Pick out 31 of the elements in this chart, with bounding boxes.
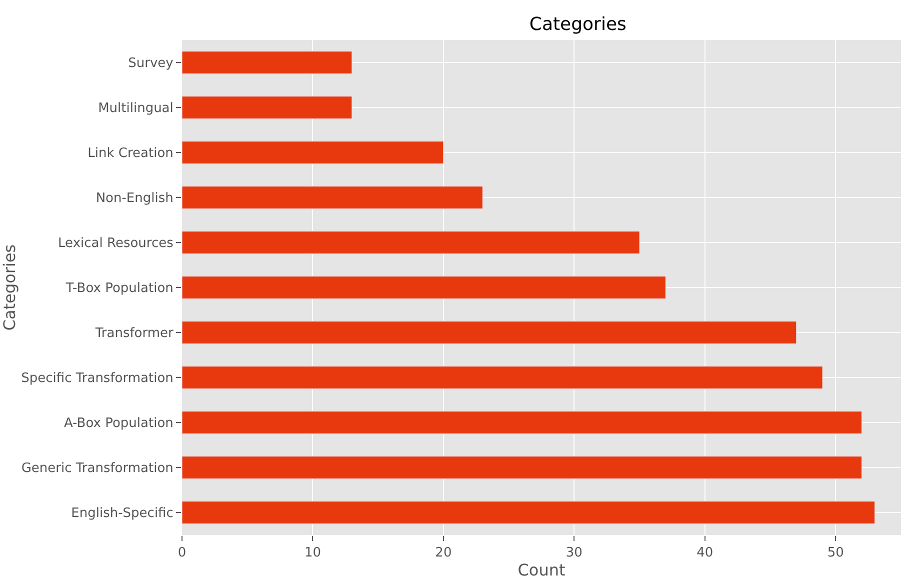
y-tick-label: Multilingual — [98, 101, 174, 116]
bar — [182, 456, 862, 479]
bar — [182, 366, 823, 389]
y-tick-label: Link Creation — [88, 146, 174, 162]
x-tick-label: 40 — [696, 546, 714, 561]
bar — [182, 141, 444, 164]
x-tick-label: 20 — [435, 546, 452, 561]
y-tick-label: Generic Transformation — [21, 461, 174, 476]
y-axis-title: Categories — [0, 244, 19, 331]
chart-title: Categories — [529, 14, 626, 36]
bar — [182, 51, 352, 74]
x-tick-label: 0 — [178, 546, 186, 561]
y-tick-label: A-Box Population — [64, 416, 174, 432]
x-tick-label: 30 — [566, 546, 582, 561]
y-tick-label: English-Specific — [71, 506, 174, 522]
y-tick-label: Survey — [128, 56, 174, 72]
y-tick-label: Transformer — [94, 326, 174, 342]
y-tick-label: Specific Transformation — [21, 371, 174, 386]
x-axis-title: Count — [518, 560, 566, 580]
x-tick-label: 10 — [304, 546, 322, 561]
y-tick-label: Non-English — [96, 191, 174, 206]
x-tick-label: 50 — [827, 546, 844, 561]
bar — [182, 276, 666, 299]
bar — [182, 501, 876, 524]
bar — [182, 231, 640, 254]
bar — [182, 96, 352, 119]
y-tick-label: Lexical Resources — [58, 236, 174, 252]
bar — [182, 411, 862, 434]
bar — [182, 321, 797, 344]
y-tick-label: T-Box Population — [64, 281, 174, 296]
bar — [182, 186, 483, 209]
